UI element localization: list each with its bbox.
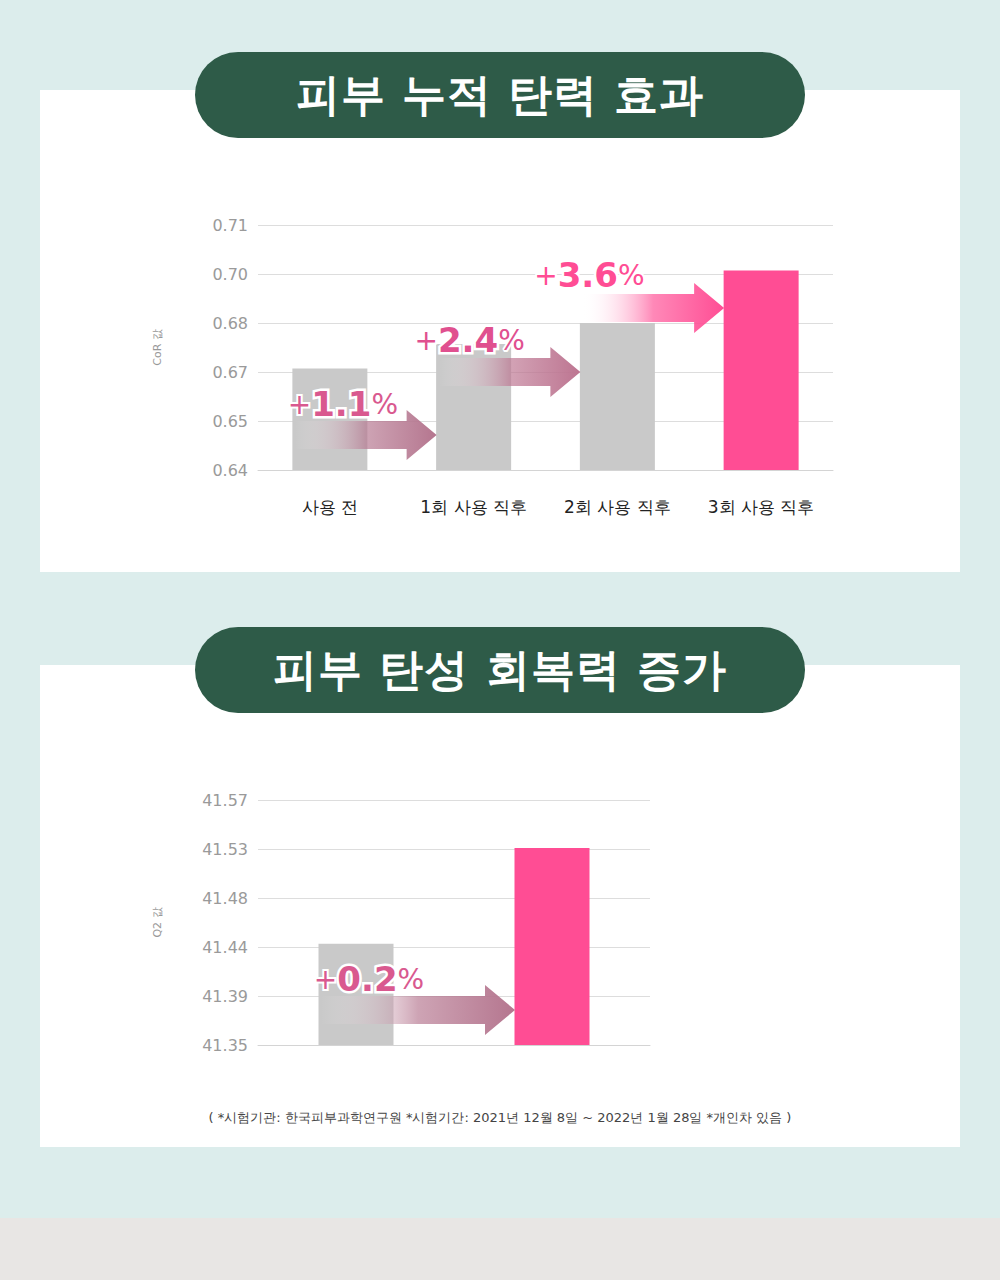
svg-text:0.65: 0.65 <box>212 412 248 431</box>
svg-text:0.64: 0.64 <box>212 461 248 480</box>
html-text:( *시험기관: 한국피부과학연구원 *시험기간: 2021: ( *시험기관: 한국피부과학연구원 *시험기간: 2021년 12월 8일 ~… <box>208 1110 792 1125</box>
svg-text:+: + <box>534 259 557 292</box>
svg-text:41.48: 41.48 <box>202 889 248 908</box>
svg-text:+: + <box>414 324 437 357</box>
svg-text:41.39: 41.39 <box>202 987 248 1006</box>
svg-text:3회 사용 직후: 3회 사용 직후 <box>708 497 815 517</box>
svg-text:CoR 값: CoR 값 <box>151 329 164 366</box>
svg-text:1회 사용 직후: 1회 사용 직후 <box>420 497 527 517</box>
html-text:피부 누적 탄력 효과: 피부 누적 탄력 효과 <box>295 68 705 120</box>
svg-text:1.1: 1.1 <box>311 384 371 424</box>
html-text:피부 탄성 회복력 증가: 피부 탄성 회복력 증가 <box>273 643 727 695</box>
svg-text:0.2: 0.2 <box>337 959 397 999</box>
svg-text:%: % <box>371 388 398 421</box>
svg-text:0.68: 0.68 <box>212 314 248 333</box>
svg-text:41.35: 41.35 <box>202 1036 248 1055</box>
svg-text:+: + <box>288 388 311 421</box>
svg-text:0.67: 0.67 <box>212 363 248 382</box>
svg-text:%: % <box>618 259 645 292</box>
svg-text:41.53: 41.53 <box>202 840 248 859</box>
svg-text:Q2 값: Q2 값 <box>151 907 164 937</box>
svg-text:41.57: 41.57 <box>202 791 248 810</box>
svg-text:0.70: 0.70 <box>212 265 248 284</box>
svg-text:사용 전: 사용 전 <box>302 497 358 517</box>
svg-text:41.44: 41.44 <box>202 938 248 957</box>
svg-text:2회 사용 직후: 2회 사용 직후 <box>564 497 671 517</box>
svg-text:%: % <box>398 963 425 996</box>
svg-text:0.71: 0.71 <box>212 216 248 235</box>
svg-text:3.6: 3.6 <box>558 255 618 295</box>
svg-text:%: % <box>498 324 525 357</box>
svg-text:2.4: 2.4 <box>438 320 498 360</box>
svg-text:+: + <box>314 963 337 996</box>
